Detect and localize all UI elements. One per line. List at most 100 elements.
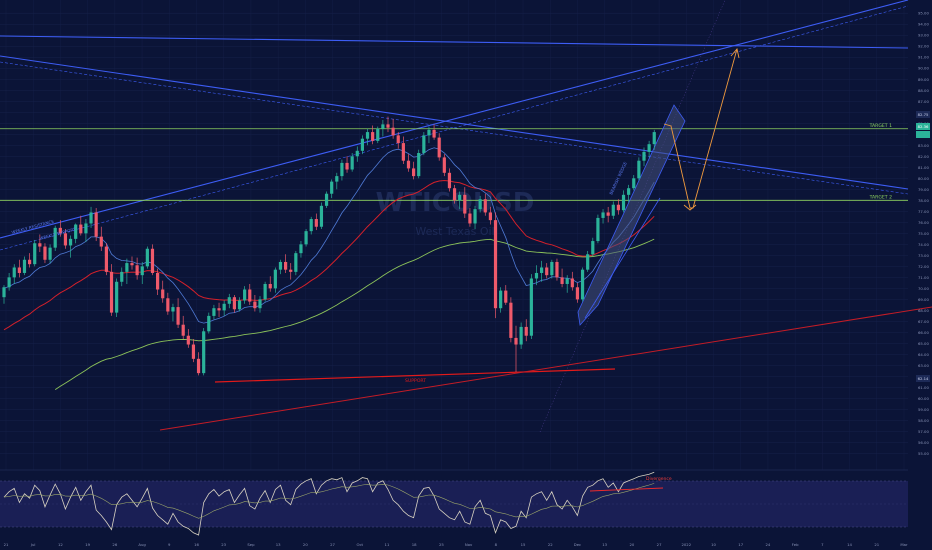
price-tick-label: 75.00	[918, 231, 929, 236]
candle-body	[627, 188, 631, 195]
candle	[125, 258, 129, 284]
support-line	[214, 368, 616, 383]
time-tick-label: 25	[439, 542, 444, 547]
candle	[632, 175, 636, 191]
candle-body	[38, 243, 42, 247]
candle-body	[621, 194, 626, 211]
candle	[196, 352, 201, 376]
weekly-resistance-line	[0, 0, 909, 239]
candle	[575, 282, 580, 303]
candle-body	[319, 205, 324, 227]
candles	[2, 116, 656, 376]
candle-body	[268, 283, 272, 289]
candle	[391, 118, 395, 139]
candle	[504, 285, 508, 305]
candle	[591, 237, 595, 257]
bearish-wedge[interactable]	[577, 104, 686, 326]
candle	[273, 267, 277, 293]
candle-body	[48, 247, 52, 260]
candle	[207, 312, 211, 334]
candle	[294, 250, 298, 276]
candle	[186, 329, 190, 348]
candle	[248, 283, 252, 305]
candle	[104, 243, 108, 276]
candle-body	[186, 335, 190, 345]
price-tag-c	[916, 375, 930, 382]
candle	[161, 280, 165, 303]
time-tick-label: 21	[4, 542, 9, 547]
candle	[422, 132, 426, 156]
candle	[38, 234, 42, 253]
candle-body	[284, 261, 288, 270]
price-tick-label: 81.00	[918, 165, 929, 170]
price-tick-label: 71.00	[918, 275, 929, 280]
candle	[243, 286, 247, 304]
candle-body	[596, 217, 600, 242]
candle-body	[642, 151, 646, 161]
candle	[28, 253, 32, 268]
candle-body	[591, 241, 595, 255]
candle-body	[386, 124, 390, 128]
candle-body	[606, 212, 610, 216]
candle	[94, 208, 98, 242]
candle-body	[109, 271, 114, 313]
price-tick-label: 92.00	[918, 44, 929, 49]
candle-body	[263, 283, 267, 300]
candle-body	[611, 204, 615, 216]
price-tag-a	[916, 111, 930, 118]
candle-body	[140, 266, 144, 276]
candle-body	[391, 127, 395, 136]
candle	[335, 172, 339, 190]
candle	[381, 119, 385, 137]
candle	[412, 161, 416, 180]
target-1-label: TARGET 1	[869, 123, 893, 129]
candle	[79, 215, 83, 236]
watermark-description: West Texas Oil	[415, 225, 494, 238]
candle-body	[493, 220, 498, 309]
candle-body	[580, 269, 585, 300]
ema-slow-line	[54, 238, 655, 390]
last-price-tag	[916, 123, 930, 130]
time-axis[interactable]: 21 Jul 12 19 26 Aug 9 16 23 Sep 13 20 27 Oct 11 18 25 Nov…	[4, 542, 908, 547]
candle	[130, 256, 134, 270]
candle-body	[156, 272, 160, 290]
time-tick-label: 26	[112, 542, 117, 547]
weekly-support-line	[0, 5, 909, 251]
candle	[473, 205, 477, 229]
candle-body	[79, 224, 83, 234]
candle	[376, 126, 380, 144]
candle	[43, 243, 47, 264]
time-tick-label: 27	[330, 542, 335, 547]
candle-body	[652, 132, 656, 145]
candle-body	[17, 267, 21, 273]
candle	[586, 250, 590, 272]
candle	[340, 159, 344, 181]
time-tick-label: Nov	[465, 542, 473, 547]
candle-body	[463, 194, 467, 214]
price-tick-label: 82.00	[918, 154, 929, 159]
candle	[509, 297, 513, 343]
candle-body	[447, 172, 452, 189]
candle-body	[601, 212, 605, 218]
candle	[145, 246, 149, 269]
candle	[115, 278, 119, 318]
candle-body	[401, 143, 405, 161]
time-tick-label: 7	[821, 542, 824, 547]
price-axis[interactable]: 95.00 94.00 93.00 92.00 91.00 90.00 89.00 88.00…	[918, 11, 929, 456]
candle	[309, 216, 313, 235]
candle-body	[304, 231, 308, 245]
candle-body	[212, 308, 216, 316]
candle-body	[534, 272, 539, 279]
candle	[222, 300, 226, 316]
price-tag-a-text: 82.75	[918, 112, 929, 117]
price-tick-label: 72.00	[918, 264, 929, 269]
candle-body	[125, 263, 129, 272]
candle	[386, 116, 390, 133]
candle	[58, 220, 62, 237]
candle	[550, 259, 554, 279]
last-price-text: 82.36	[918, 124, 929, 129]
candle	[253, 294, 257, 312]
candle-body	[191, 344, 196, 359]
price-tick-label: 73.00	[918, 253, 929, 258]
